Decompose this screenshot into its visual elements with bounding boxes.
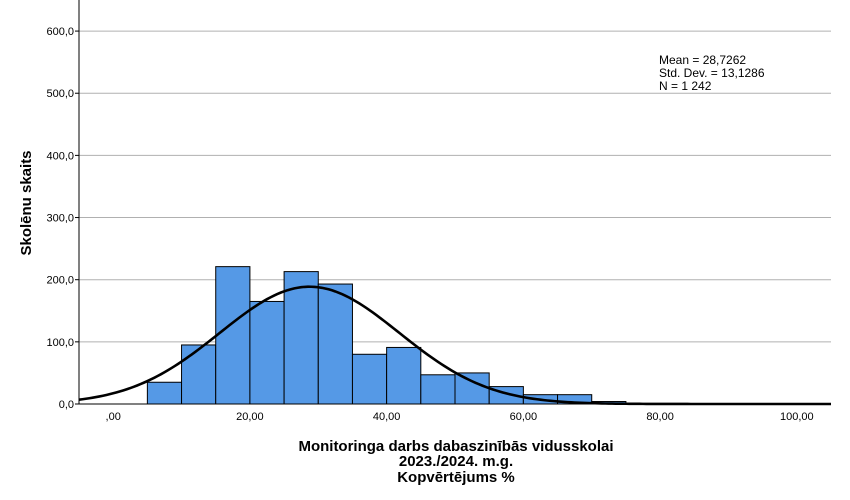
histogram-bar: [557, 394, 593, 405]
histogram-bar: [146, 381, 183, 405]
y-tick-label: 0,0: [59, 399, 74, 411]
x-axis-ticks: ,00 20,00 40,00 60,00 80,00 100,00: [106, 411, 814, 423]
histogram-bar: [283, 271, 319, 405]
y-axis-ticks: 0,0 100,0 200,0 300,0 400,0 500,0 600,0: [46, 26, 79, 411]
y-tick-label: 100,0: [46, 337, 74, 349]
x-axis-label-line-2: 2023./2024. m.g.: [399, 453, 513, 470]
stats-std-dev: Std. Dev. = 13,1286: [659, 66, 765, 80]
y-tick-label: 400,0: [46, 150, 74, 162]
stats-mean: Mean = 28,7262: [659, 53, 746, 67]
x-axis-label-line-3: Kopvērtējums %: [397, 469, 515, 486]
normal-curve: [78, 285, 831, 406]
histogram-bar: [317, 283, 353, 405]
histogram-bar: [386, 346, 422, 405]
x-tick-label: 40,00: [373, 411, 401, 423]
y-tick-label: 600,0: [46, 26, 74, 38]
histogram-bar: [454, 372, 490, 405]
histogram-bar: [351, 353, 388, 405]
y-tick-label: 200,0: [46, 275, 74, 287]
histogram-bar: [181, 344, 217, 405]
histogram-bars: [146, 266, 627, 405]
x-axis-label-line-1: Monitoringa darbs dabaszinībās vidusskol…: [298, 438, 613, 455]
y-tick-label: 300,0: [46, 213, 74, 225]
x-tick-label: 100,00: [780, 411, 814, 423]
histogram-bar: [420, 374, 456, 405]
x-tick-label: 20,00: [236, 411, 264, 423]
stats-n: N = 1 242: [659, 79, 712, 93]
x-tick-label: ,00: [106, 411, 121, 423]
x-tick-label: 60,00: [510, 411, 538, 423]
histogram-bar: [249, 300, 285, 405]
y-tick-label: 500,0: [46, 88, 74, 100]
y-axis-label: Skolēnu skaits: [18, 150, 35, 255]
histogram-bar: [215, 266, 251, 405]
x-tick-label: 80,00: [646, 411, 674, 423]
